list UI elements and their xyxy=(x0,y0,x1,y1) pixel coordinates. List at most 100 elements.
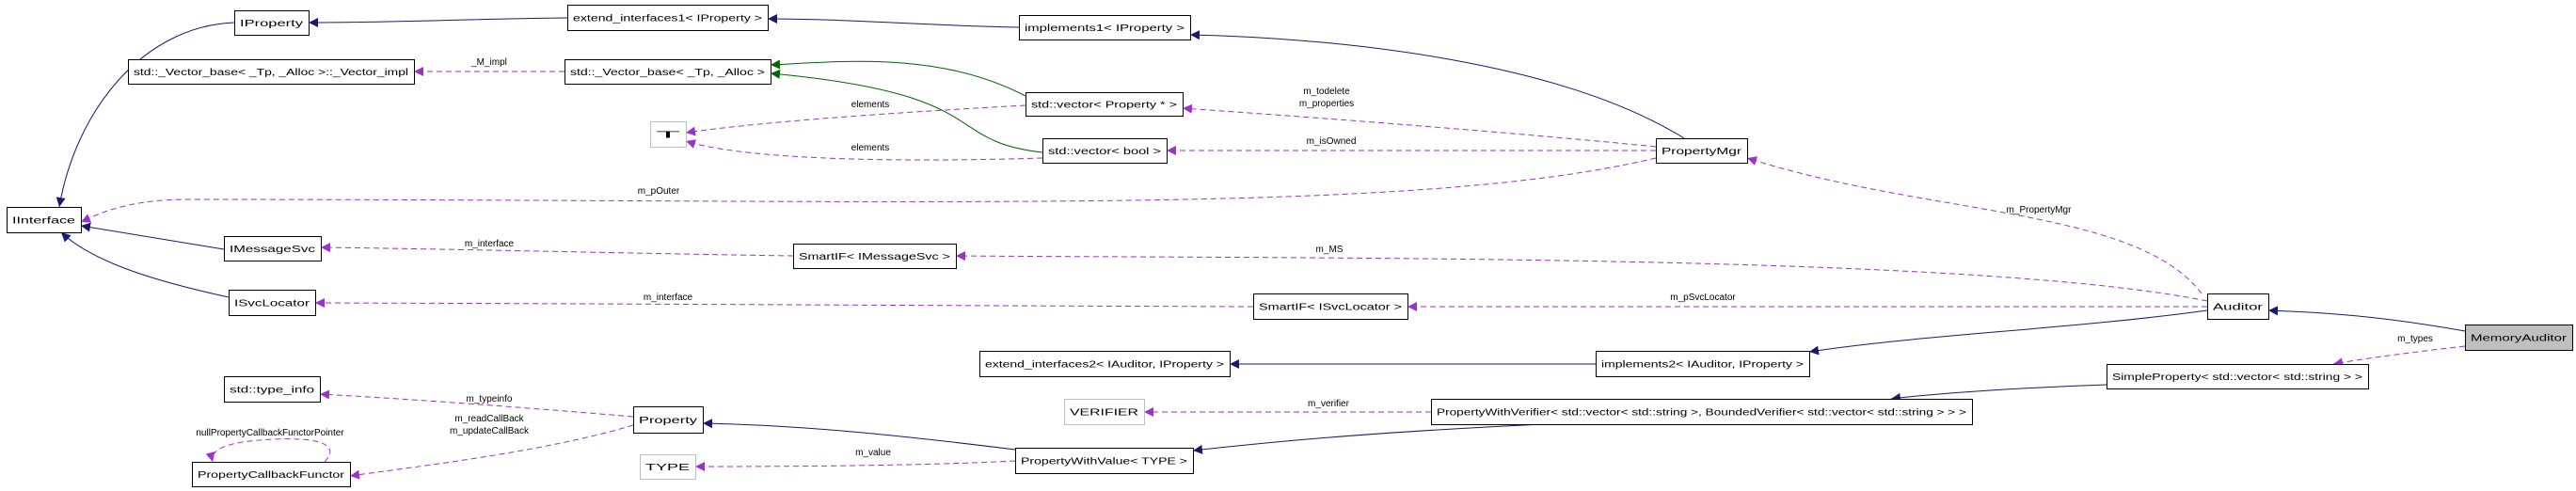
class-node-extend_interfaces2[interactable]: extend_interfaces2< IAuditor, IProperty … xyxy=(979,351,1231,377)
inherit-arrow xyxy=(1808,309,2208,356)
edge-label: m_interface xyxy=(644,293,693,303)
node-label: MemoryAuditor xyxy=(2471,334,2568,344)
edge-label: m_pOuter xyxy=(638,186,680,197)
class-node-type_info[interactable]: std::type_info xyxy=(224,376,321,403)
class-node-vector_bool[interactable]: std::vector< bool > xyxy=(1042,138,1168,164)
template-arrow xyxy=(770,69,1043,153)
edge-label: elements xyxy=(851,100,890,110)
class-node-vector_base[interactable]: std::_Vector_base< _Tp, _Alloc > xyxy=(564,59,771,85)
class-node-vector_impl[interactable]: std::_Vector_base< _Tp, _Alloc >::_Vecto… xyxy=(128,59,415,85)
inherit-arrow xyxy=(60,231,230,298)
class-node-Property[interactable]: Property xyxy=(633,406,704,434)
class-node-IProperty[interactable]: IProperty xyxy=(234,10,310,36)
edge-PropertyWithVerifier-to-PropertyWithValue xyxy=(1192,423,1544,454)
template-arrow xyxy=(770,59,1026,97)
class-node-Auditor[interactable]: Auditor xyxy=(2207,293,2269,320)
usage-arrow xyxy=(1182,103,1657,148)
node-label: IProperty xyxy=(240,19,303,29)
class-node-implements2[interactable]: implements2< IAuditor, IProperty > xyxy=(1596,351,1810,377)
nodes-layer: IProperty extend_interfaces1< IProperty >… xyxy=(7,5,2573,487)
node-label: Auditor xyxy=(2213,303,2264,313)
class-node-IInterface[interactable]: IInterface xyxy=(7,207,82,233)
edge-PropertyWithValue-to-TYPE: m_value xyxy=(694,448,1016,471)
edge-label: elements xyxy=(851,143,890,153)
edge-extend_interfaces1-to-IProperty xyxy=(308,17,568,27)
edge-vector_property-to-vector_base xyxy=(770,59,1026,97)
node-box xyxy=(1253,293,1408,320)
class-node-vector_property[interactable]: std::vector< Property * > xyxy=(1026,92,1184,117)
edge-SimpleProperty-to-PropertyWithVerifier xyxy=(1890,384,2107,403)
edge-PropertyWithValue-to-Property xyxy=(702,419,1016,451)
node-box xyxy=(2107,364,2369,389)
inherit-arrow xyxy=(1890,384,2107,403)
class-node-SmartIF_ISvcLocator[interactable]: SmartIF< ISvcLocator > xyxy=(1253,293,1408,320)
node-box xyxy=(1015,448,1194,474)
class-node-implements1[interactable]: implements1< IProperty > xyxy=(1019,15,1191,40)
class-node-SimpleProperty[interactable]: SimpleProperty< std::vector< std::string… xyxy=(2107,364,2369,389)
node-label: PropertyMgr xyxy=(1662,147,1742,157)
usage-arrow xyxy=(685,139,1043,161)
edge-Auditor-to-SmartIF_IMessageSvc: m_MS xyxy=(955,245,2208,302)
node-box xyxy=(7,207,82,233)
inherit-arrow xyxy=(767,14,1020,28)
edge-PropertyWithVerifier-to-VERIFIER: m_verifier xyxy=(1144,399,1431,417)
class-node-PropertyWithVerifier[interactable]: PropertyWithVerifier< std::vector< std::… xyxy=(1431,399,1973,425)
edge-label: m_verifier xyxy=(1308,399,1350,409)
usage-arrow xyxy=(685,104,1026,136)
node-box xyxy=(128,59,415,85)
edge-label: m_updateCallBack xyxy=(450,426,530,436)
usage-arrow xyxy=(205,438,331,463)
class-node-IMessageSvc[interactable]: IMessageSvc xyxy=(224,236,322,261)
class-node-PropertyCallbackFunctor[interactable]: PropertyCallbackFunctor xyxy=(192,462,351,487)
node-box xyxy=(1042,138,1168,164)
edge-Property-to-PropertyCallbackFunctor: m_readCallBack m_updateCallBack xyxy=(349,414,634,480)
node-label: implements1< IProperty > xyxy=(1025,24,1185,34)
node-box xyxy=(567,5,769,31)
node-label: IMessageSvc xyxy=(230,245,315,255)
edge-PropertyCallbackFunctor-to-PropertyCallbackFunctor: nullPropertyCallbackFunctorPointer xyxy=(196,428,344,463)
edge-implements1-to-extend_interfaces1 xyxy=(767,14,1020,28)
edge-MemoryAuditor-to-Auditor xyxy=(2267,306,2466,332)
node-box xyxy=(224,236,322,261)
class-node-ISvcLocator[interactable]: ISvcLocator xyxy=(229,290,316,316)
node-label: extend_interfaces2< IAuditor, IProperty … xyxy=(985,360,1224,371)
node-box xyxy=(234,10,310,36)
class-node-PropertyWithValue[interactable]: PropertyWithValue< TYPE > xyxy=(1015,448,1194,474)
node-box xyxy=(1431,399,1973,425)
usage-arrow xyxy=(694,460,1016,471)
inherit-arrow xyxy=(80,222,225,250)
class-node-VERIFIER[interactable]: VERIFIER xyxy=(1064,399,1145,425)
edge-label: m_pSvcLocator xyxy=(1670,293,1736,303)
class-node-T[interactable]: T xyxy=(650,121,687,148)
node-box xyxy=(1596,351,1810,377)
node-label: std::vector< bool > xyxy=(1048,147,1161,157)
node-label: std::type_info xyxy=(230,386,315,396)
usage-arrow xyxy=(1746,156,2202,294)
edge-vector_property-to-T: elements xyxy=(685,100,1026,136)
edge-IProperty-to-IInterface xyxy=(56,22,235,208)
edge-PropertyMgr-to-vector_property: m_todelete m_properties xyxy=(1182,87,1657,148)
class-node-TYPE[interactable]: TYPE xyxy=(640,454,696,480)
class-node-SmartIF_IMessageSvc[interactable]: SmartIF< IMessageSvc > xyxy=(793,244,957,269)
node-label: PropertyWithValue< TYPE > xyxy=(1021,457,1187,467)
class-node-PropertyMgr[interactable]: PropertyMgr xyxy=(1656,138,1748,164)
edge-ISvcLocator-to-IInterface xyxy=(60,231,230,298)
edge-label: _M_impl xyxy=(470,57,507,68)
edge-vector_bool-to-vector_base xyxy=(770,69,1043,153)
edges-layer: _M_impl elements elements m_todelete m_prope… xyxy=(56,14,2466,480)
edge-Auditor-to-SmartIF_ISvcLocator: m_pSvcLocator xyxy=(1407,293,2207,311)
usage-arrow xyxy=(80,157,1657,223)
edge-PropertyMgr-to-vector_bool: m_isOwned xyxy=(1167,136,1656,155)
node-label: SimpleProperty< std::vector< std::string… xyxy=(2112,372,2362,383)
usage-arrow xyxy=(2332,345,2466,368)
node-label: PropertyWithVerifier< std::vector< std::… xyxy=(1437,408,1966,419)
class-node-extend_interfaces1[interactable]: extend_interfaces1< IProperty > xyxy=(567,5,769,31)
edge-label: m_isOwned xyxy=(1307,136,1357,147)
edge-Auditor-to-PropertyMgr: m_PropertyMgr xyxy=(1746,156,2202,294)
edge-label: m_value xyxy=(855,448,891,458)
edge-label: m_properties xyxy=(1299,99,1354,109)
class-node-MemoryAuditor[interactable]: MemoryAuditor xyxy=(2465,325,2573,351)
usage-arrow xyxy=(314,298,1254,309)
node-box xyxy=(192,462,351,487)
